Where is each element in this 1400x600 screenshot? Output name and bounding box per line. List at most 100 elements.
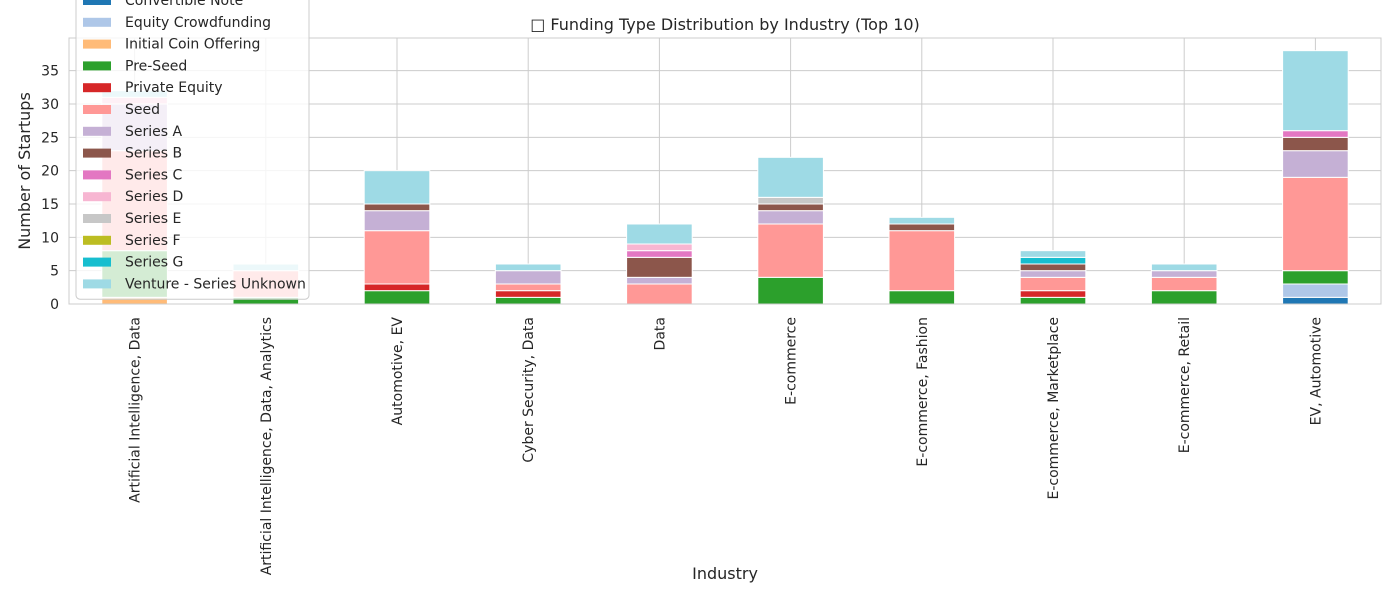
bar-segment	[363, 283, 431, 292]
legend-swatch	[83, 148, 111, 158]
bar-segment	[1150, 276, 1218, 292]
bar-segment	[494, 270, 562, 285]
y-tick-label: 5	[50, 264, 59, 280]
bar-segment	[626, 243, 693, 252]
bar-segment	[494, 290, 562, 298]
bar-segment	[1282, 270, 1349, 285]
x-axis-label: Industry	[692, 564, 758, 583]
legend-swatch	[83, 61, 111, 71]
bar-segment	[1019, 263, 1087, 272]
legend-entry: Series G	[125, 255, 183, 271]
legend-swatch	[83, 39, 111, 49]
legend-entry: Series F	[125, 233, 181, 249]
bar-segment	[1282, 150, 1349, 178]
legend-entry: Series B	[125, 146, 182, 162]
legend-swatch	[83, 105, 111, 114]
bar-segment	[1019, 256, 1087, 265]
x-tick-label: Automotive, EV	[390, 317, 406, 426]
y-tick-label: 20	[41, 164, 59, 180]
bar-segment	[363, 230, 431, 285]
x-tick-label: Artificial Intelligence, Data	[128, 317, 144, 503]
y-tick-label: 25	[41, 130, 59, 146]
bar-segment	[626, 250, 693, 258]
bar-segment	[757, 276, 824, 305]
y-tick-label: 0	[50, 297, 59, 313]
bar-segment	[1282, 283, 1349, 298]
y-tick-label: 35	[41, 64, 59, 80]
bar-segment	[1150, 263, 1218, 272]
bar-segment	[1150, 290, 1218, 305]
legend-swatch	[83, 0, 111, 5]
bar-segment	[1019, 296, 1087, 305]
bar-segment	[1019, 276, 1087, 292]
bar-segment	[757, 156, 824, 198]
bar-segment	[494, 283, 562, 292]
x-tick-label: E-commerce, Fashion	[915, 317, 931, 467]
bar-segment	[1282, 130, 1349, 138]
legend: Convertible Note Equity Crowdfunding Initi…	[75, 0, 310, 300]
x-tick-label: EV, Automotive	[1308, 317, 1324, 425]
bar-segment	[1019, 290, 1087, 298]
legend-swatch	[83, 83, 111, 93]
y-tick-labels: 0 5 10 15 20 25 30 35	[41, 64, 59, 313]
legend-swatch	[83, 170, 111, 180]
bar-segment	[626, 256, 693, 278]
y-tick-label: 10	[41, 230, 59, 246]
chart-title: □ Funding Type Distribution by Industry …	[530, 15, 920, 34]
bar-segment	[363, 203, 431, 212]
bar-segment	[888, 230, 956, 292]
x-tick-label: Data	[652, 317, 668, 350]
bar-segment	[363, 290, 431, 305]
legend-swatch	[83, 17, 111, 27]
bar-segment	[363, 210, 431, 232]
legend-swatch	[83, 279, 111, 289]
bar-segment	[1282, 50, 1349, 132]
y-tick-label: 30	[41, 97, 59, 113]
legend-swatch	[83, 192, 111, 202]
legend-box	[75, 0, 310, 300]
bar-segment	[626, 223, 693, 245]
bar-segment	[1282, 296, 1349, 305]
legend-entry: Series A	[125, 124, 183, 140]
legend-swatch	[83, 126, 111, 136]
bar-segment	[494, 296, 562, 305]
x-tick-label: E-commerce	[784, 317, 800, 405]
bar-segment	[1150, 270, 1218, 278]
legend-entry: Convertible Note	[125, 0, 243, 9]
x-tick-label: Cyber Security, Data	[521, 317, 537, 463]
legend-entry: Initial Coin Offering	[125, 37, 260, 53]
legend-entry: Series E	[125, 211, 181, 227]
x-tick-label: Artificial Intelligence, Data, Analytics	[259, 317, 275, 575]
bar-segment	[757, 223, 824, 278]
bar-segment	[757, 203, 824, 212]
legend-entry: Venture - Series Unknown	[125, 276, 306, 292]
y-axis-label: Number of Startups	[15, 92, 34, 250]
bar-segment	[888, 223, 956, 232]
legend-entry: Private Equity	[125, 80, 223, 96]
bar-segment	[494, 263, 562, 272]
bar-segment	[757, 196, 824, 205]
bar-segment	[888, 216, 956, 225]
bar-segment	[1019, 250, 1087, 258]
plot-frame	[68, 37, 1382, 305]
legend-swatch	[83, 235, 111, 245]
bar-segment	[363, 170, 431, 205]
legend-entry: Series C	[125, 167, 183, 183]
bar-segment	[1282, 176, 1349, 272]
y-tick-label: 15	[41, 197, 59, 213]
bar-segment	[1019, 270, 1087, 278]
bar-segment	[757, 210, 824, 225]
legend-entry: Pre-Seed	[125, 58, 187, 74]
bar-segment	[1282, 136, 1349, 152]
x-tick-label: E-commerce, Retail	[1177, 317, 1193, 453]
bar-segment	[626, 283, 693, 305]
x-tick-labels: Artificial Intelligence, Data Artificial …	[128, 317, 1325, 576]
bar-segment	[888, 290, 956, 305]
legend-entry: Series D	[125, 189, 183, 205]
x-tick-label: E-commerce, Marketplace	[1046, 317, 1062, 500]
legend-swatch	[83, 257, 111, 267]
bar-segment	[626, 276, 693, 285]
legend-swatch	[83, 214, 111, 223]
